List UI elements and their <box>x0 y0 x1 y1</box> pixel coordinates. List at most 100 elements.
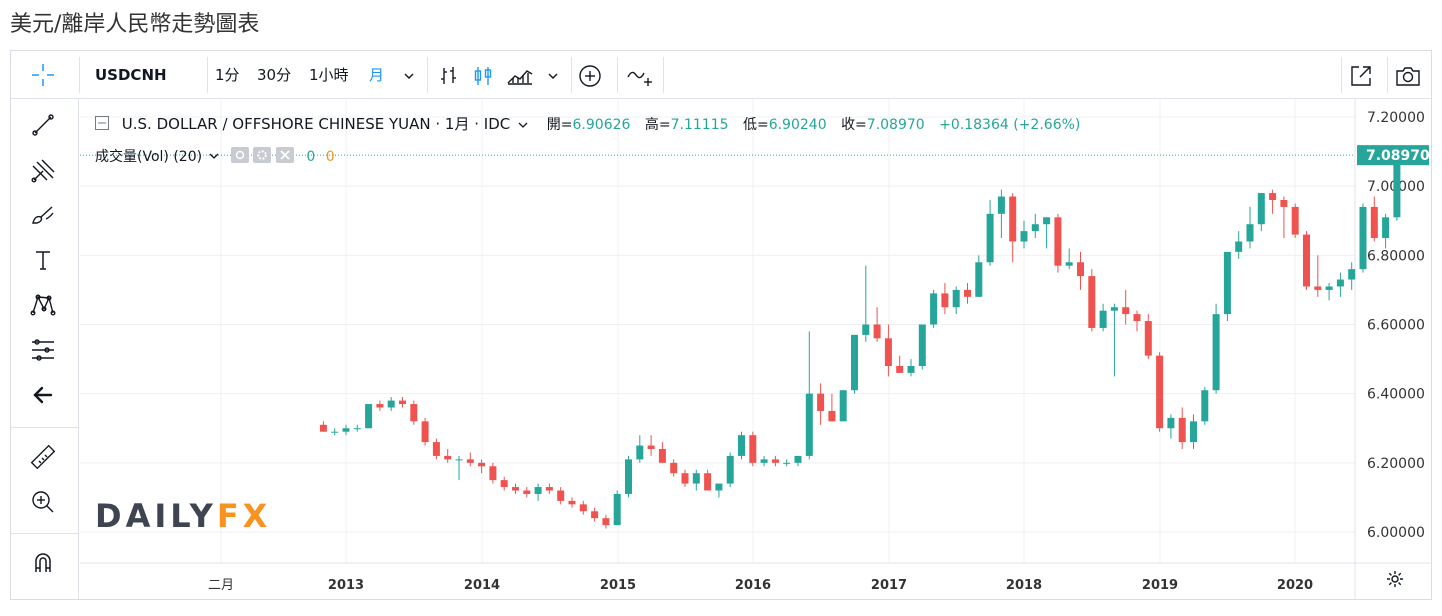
candle-body <box>1144 321 1152 356</box>
chevron-down-icon[interactable] <box>209 149 219 165</box>
low-value: 6.90240 <box>768 117 827 133</box>
pattern-icon[interactable] <box>23 285 63 325</box>
bar-style-icon[interactable] <box>437 51 461 99</box>
x-tick-label: 2013 <box>328 578 364 593</box>
candle-body <box>1122 307 1130 315</box>
candle-body <box>1359 206 1367 270</box>
candle-body <box>1020 231 1028 242</box>
candlestick-chart[interactable]: 6.000006.200006.400006.600006.800007.000… <box>11 51 1431 599</box>
chart-widget: USDCNH 1分 30分 1小時 月 <box>10 50 1432 600</box>
watermark-fx: FX <box>216 497 272 535</box>
close-icon[interactable] <box>275 147 294 163</box>
candle-body <box>545 487 553 491</box>
candle-body <box>387 400 395 408</box>
candle-body <box>986 213 994 263</box>
candle-body <box>726 455 734 484</box>
text-tool-icon[interactable] <box>23 240 63 280</box>
symbol-button[interactable]: USDCNH <box>95 66 167 84</box>
crosshair-icon[interactable] <box>23 57 63 93</box>
add-indicator-icon[interactable] <box>577 51 603 99</box>
chevron-down-icon[interactable] <box>518 116 528 134</box>
candle-body <box>930 293 938 325</box>
compare-icon[interactable] <box>625 51 657 99</box>
open-value: 6.90626 <box>572 117 631 133</box>
candle-body <box>783 462 791 464</box>
candle-body <box>613 493 621 526</box>
candle-body <box>771 459 779 463</box>
candle-body <box>647 445 655 449</box>
zoom-in-icon[interactable] <box>23 482 63 522</box>
candle-body <box>692 473 700 484</box>
candle-body <box>658 449 666 463</box>
legend-main: U.S. DOLLAR / OFFSHORE CHINESE YUAN · 1月… <box>95 113 1080 134</box>
area-style-icon[interactable] <box>505 51 535 99</box>
candle-body <box>760 459 768 463</box>
pitchfork-icon[interactable] <box>23 150 63 190</box>
candle-body <box>478 462 486 467</box>
candle-body <box>1031 224 1039 232</box>
fullscreen-icon[interactable] <box>1347 51 1375 99</box>
candle-body <box>1280 200 1288 207</box>
eye-icon[interactable] <box>230 147 249 163</box>
ruler-icon[interactable] <box>23 437 63 477</box>
trend-line-icon[interactable] <box>23 105 63 145</box>
interval-month[interactable]: 月 <box>369 66 385 84</box>
candle-body <box>1133 314 1141 322</box>
close-label: 收= <box>841 117 867 133</box>
back-arrow-icon[interactable] <box>23 375 63 415</box>
interval-1h[interactable]: 1小時 <box>309 66 349 84</box>
candle-body <box>1167 417 1175 429</box>
candle-body <box>432 442 440 456</box>
volume-indicator-label[interactable]: 成交量(Vol) (20) <box>95 149 203 165</box>
interval-30m[interactable]: 30分 <box>257 66 292 84</box>
x-tick-label: 2020 <box>1277 578 1313 593</box>
candle-body <box>1314 286 1322 290</box>
candle-body <box>534 487 542 494</box>
camera-icon[interactable] <box>1393 51 1423 99</box>
settings-icon[interactable] <box>253 147 272 163</box>
volume-value-up: 0 <box>306 149 316 165</box>
candle-body <box>579 504 587 512</box>
candle-body <box>1178 417 1186 443</box>
x-tick-label: 二月 <box>208 578 234 593</box>
interval-1m[interactable]: 1分 <box>215 66 240 84</box>
candle-body <box>828 410 836 422</box>
fib-retracement-icon[interactable] <box>23 330 63 370</box>
candle-body <box>500 480 508 488</box>
y-tick-label: 6.80000 <box>1367 248 1425 264</box>
candle-body <box>466 459 474 463</box>
x-tick-label: 2018 <box>1006 578 1042 593</box>
candle-body <box>1325 286 1333 290</box>
candle-body <box>444 455 452 460</box>
change-value: +0.18364 (+2.66%) <box>939 117 1081 133</box>
candle-body <box>421 421 429 443</box>
y-tick-label: 6.00000 <box>1367 525 1425 541</box>
watermark-daily: DAILY <box>95 497 217 535</box>
symbol-description[interactable]: U.S. DOLLAR / OFFSHORE CHINESE YUAN · 1月… <box>121 115 511 133</box>
candle-body <box>376 404 384 408</box>
chart-style-dropdown[interactable] <box>547 51 559 99</box>
brush-icon[interactable] <box>23 195 63 235</box>
candle-body <box>1201 390 1209 422</box>
candle-body <box>557 490 565 501</box>
interval-dropdown[interactable] <box>403 51 415 99</box>
last-price-badge <box>1357 145 1429 166</box>
candle-body <box>1156 355 1164 429</box>
candle-body <box>884 338 892 366</box>
candle-body <box>489 466 497 481</box>
x-tick-label: 2015 <box>600 578 636 593</box>
candle-style-icon[interactable] <box>471 51 495 99</box>
gear-icon[interactable] <box>1385 569 1405 594</box>
candle-body <box>862 324 870 335</box>
magnet-icon[interactable] <box>23 542 63 582</box>
candle-body <box>1110 307 1118 311</box>
candle-body <box>342 428 350 432</box>
candle-body <box>625 459 632 494</box>
candle-body <box>1190 421 1197 443</box>
candle-body <box>964 289 971 297</box>
y-tick-label: 7.20000 <box>1367 110 1425 126</box>
y-tick-label: 6.40000 <box>1367 387 1425 403</box>
collapse-legend-icon[interactable] <box>95 115 109 134</box>
candle-body <box>681 473 689 484</box>
candle-body <box>331 431 339 433</box>
